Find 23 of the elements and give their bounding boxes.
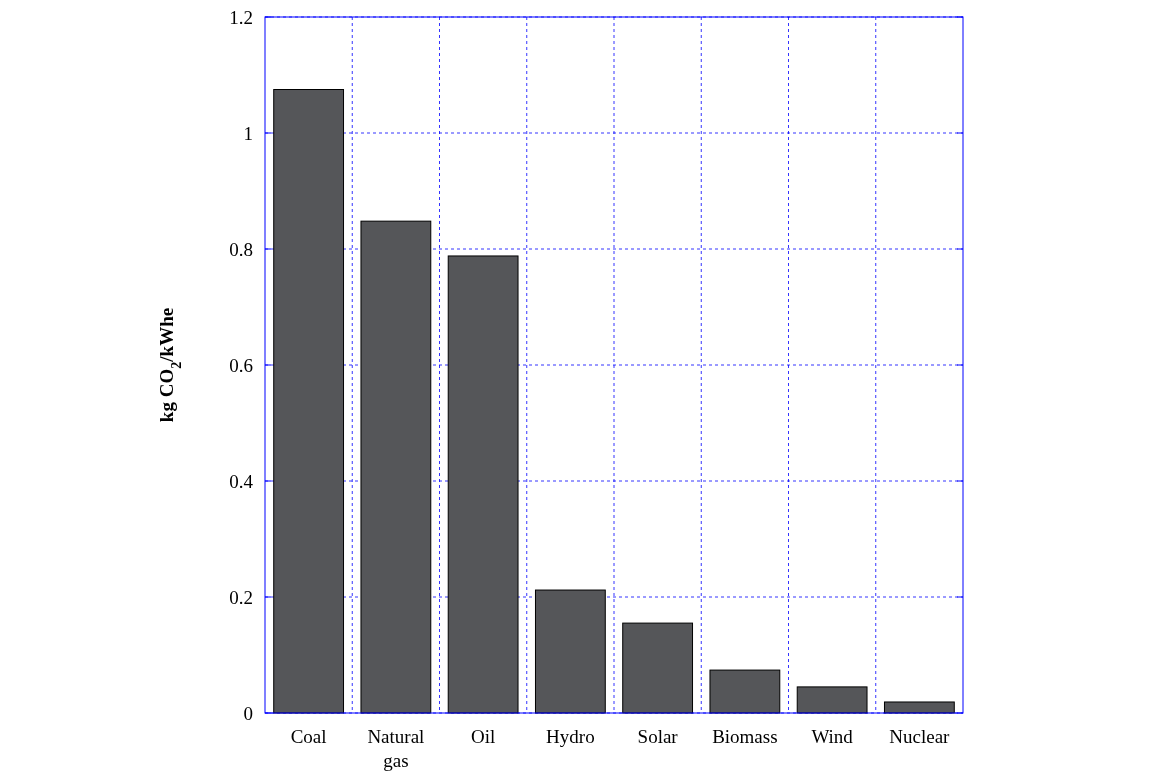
bar bbox=[534, 589, 606, 714]
y-tick-label: 0.6 bbox=[229, 354, 253, 376]
x-tick-label: Coal bbox=[290, 726, 327, 747]
x-tick-label: Hydro bbox=[546, 726, 595, 747]
y-tick-label: 0.8 bbox=[229, 238, 253, 260]
bar bbox=[447, 255, 519, 714]
y-tick-label: 0.4 bbox=[229, 470, 254, 492]
bar bbox=[622, 622, 694, 714]
x-tick-label: Natural gas bbox=[367, 726, 425, 771]
bar bbox=[796, 686, 868, 714]
bar bbox=[273, 89, 345, 714]
x-tick-label: Biomass bbox=[712, 726, 778, 747]
x-tick-label: Nuclear bbox=[889, 726, 951, 747]
y-tick-label: 1 bbox=[243, 122, 253, 144]
x-tick-label: Solar bbox=[637, 726, 679, 747]
bar bbox=[360, 220, 432, 714]
y-tick-label: 1.2 bbox=[229, 6, 253, 28]
y-tick-label: 0.2 bbox=[229, 586, 253, 608]
x-tick-label: Wind bbox=[811, 726, 854, 747]
bar bbox=[883, 701, 955, 714]
x-tick-label: Oil bbox=[470, 726, 496, 747]
bar bbox=[709, 669, 781, 714]
y-tick-label: 0 bbox=[243, 702, 253, 724]
